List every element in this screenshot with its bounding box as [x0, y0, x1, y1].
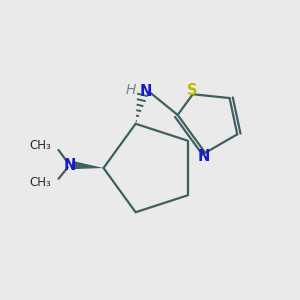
Text: N: N	[198, 149, 210, 164]
Text: H: H	[125, 83, 136, 98]
Text: N: N	[140, 84, 152, 99]
Text: S: S	[188, 83, 198, 98]
Text: CH₃: CH₃	[29, 139, 51, 152]
Text: N: N	[63, 158, 76, 172]
Text: CH₃: CH₃	[29, 176, 51, 190]
Polygon shape	[72, 161, 104, 169]
